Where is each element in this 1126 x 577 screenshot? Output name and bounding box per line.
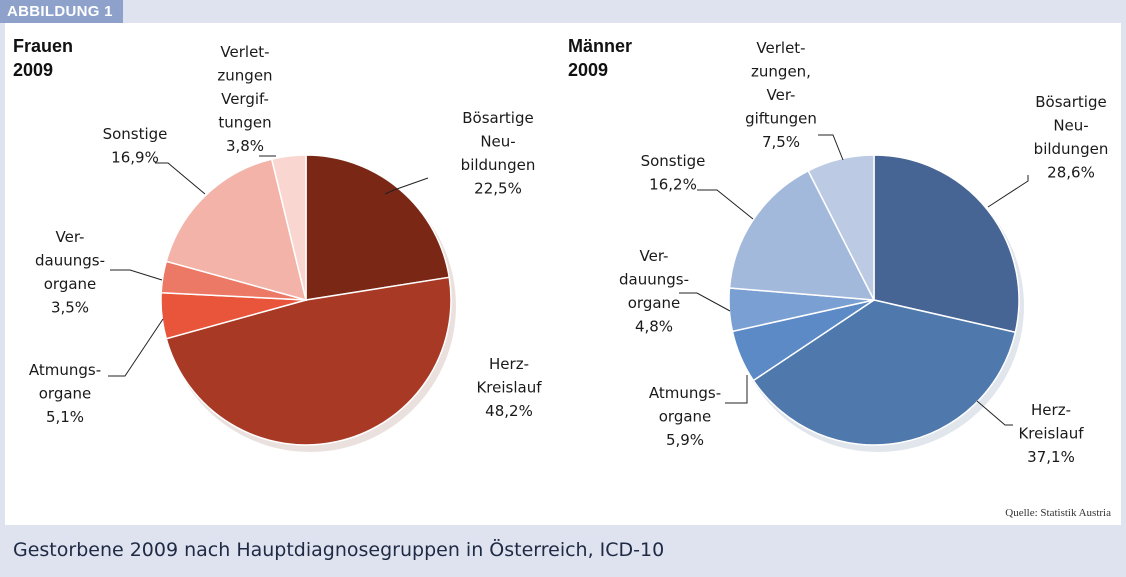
slice-label-line: Bösartige (1035, 93, 1106, 111)
leader-line-herz-kreislauf (976, 400, 1013, 426)
pie-slice-sonstige (165, 158, 308, 302)
leader-line-boesartige-neubildungen (384, 177, 429, 195)
pie-slice-verletzungen (807, 154, 875, 301)
slice-label-herz-kreislauf: Herz- Kreislauf 48,2% (476, 355, 542, 420)
slice-label-line: giftungen (745, 110, 817, 128)
slice-label-line: bildungen (461, 156, 536, 174)
slice-labels-maenner: Bösartige Neu-bildungen 28,6% Herz- Kreislau… (619, 39, 1108, 466)
slice-label-line: Ver- (767, 86, 796, 104)
slice-value-label: 4,8% (635, 318, 673, 336)
leader-line-boesartige-neubildungen (987, 175, 1029, 208)
slice-label-line: organe (39, 385, 92, 403)
leader-line-verdauungsorgane (110, 269, 163, 281)
slice-label-verdauungsorgane: Ver-dauungs-organe 3,5% (35, 228, 105, 317)
slice-label-line: Bösartige (462, 109, 533, 127)
slice-label-verletzungen: Verlet-zungen, Ver-giftungen 7,5% (745, 39, 817, 151)
charts-svg: Frauen 2009 Bösartige Neu-bildungen 22,5% H… (13, 36, 1111, 519)
leader-line-sonstige (155, 162, 206, 195)
pie-slice-herz-kreislauf (752, 299, 1017, 446)
chart-title-frauen-line1: Frauen (13, 36, 73, 56)
figure-caption: Gestorbene 2009 nach Hauptdiagnosegruppe… (13, 539, 665, 561)
pie-slice-boesartige-neubildungen (873, 154, 1020, 334)
slice-label-verletzungen: Verlet-zungen Vergif-tungen 3,8% (217, 43, 272, 155)
slice-value-label: 5,9% (666, 431, 704, 449)
slice-label-line: Herz- (1031, 401, 1071, 419)
pie-chart-maenner: Männer 2009 Bösartige Neu-bildungen 28,6% H… (568, 36, 1108, 466)
pie-slice-sonstige (728, 169, 876, 301)
chart-title-maenner-line2: 2009 (568, 60, 608, 80)
slice-value-label: 28,6% (1047, 164, 1095, 182)
leader-line-atmungsorgane (725, 375, 748, 404)
slice-label-boesartige-neubildungen: Bösartige Neu-bildungen 28,6% (1034, 93, 1109, 182)
slice-label-line: Ver- (56, 228, 85, 246)
slice-label-sonstige: Sonstige 16,9% (103, 125, 168, 167)
slice-label-verdauungsorgane: Ver-dauungs-organe 4,8% (619, 247, 689, 336)
slice-label-line: organe (628, 294, 681, 312)
slice-label-line: Kreislauf (476, 379, 542, 397)
figure-badge: ABBILDUNG 1 (0, 0, 123, 23)
pie-slice-verletzungen (270, 154, 307, 301)
slice-label-line: bildungen (1034, 140, 1109, 158)
slice-label-atmungsorgane: Atmungs-organe 5,1% (29, 361, 101, 426)
slice-label-line: Herz- (489, 355, 529, 373)
slice-value-label: 7,5% (762, 133, 800, 151)
slice-value-label: 48,2% (485, 402, 533, 420)
slice-labels-frauen: Bösartige Neu-bildungen 22,5% Herz- Kreislau… (29, 43, 542, 426)
slice-label-line: Vergif- (221, 90, 269, 108)
slice-label-herz-kreislauf: Herz- Kreislauf 37,1% (1018, 401, 1084, 466)
slice-label-line: Sonstige (103, 125, 168, 143)
slice-label-line: organe (659, 408, 712, 426)
slice-label-line: Atmungs- (29, 361, 101, 379)
pie-slice-boesartige-neubildungen (305, 154, 451, 301)
pie-chart-frauen: Frauen 2009 Bösartige Neu-bildungen 22,5% H… (13, 36, 542, 452)
leader-line-atmungsorgane (108, 318, 164, 377)
slice-label-line: dauungs- (619, 271, 689, 289)
leader-line-verdauungsorgane (679, 292, 731, 312)
slice-value-label: 22,5% (474, 180, 522, 198)
leader-line-verletzungen (818, 134, 844, 161)
slice-label-atmungsorgane: Atmungs-organe 5,9% (649, 384, 721, 449)
slice-label-line: Sonstige (641, 152, 706, 170)
slice-value-label: 5,1% (46, 408, 84, 426)
pie-slices-maenner (728, 154, 1024, 452)
chart-panel: Frauen 2009 Bösartige Neu-bildungen 22,5% H… (5, 23, 1121, 525)
source-note: Quelle: Statistik Austria (1005, 507, 1111, 519)
slice-label-sonstige: Sonstige 16,2% (641, 152, 706, 194)
slice-label-line: Verlet- (756, 39, 805, 57)
slice-label-line: tungen (218, 114, 271, 132)
slice-label-line: Neu- (480, 133, 515, 151)
pie-slices-frauen (160, 154, 456, 452)
slice-label-line: zungen (217, 67, 272, 85)
slice-value-label: 3,5% (51, 299, 89, 317)
slice-label-line: Kreislauf (1018, 425, 1084, 443)
slice-label-boesartige-neubildungen: Bösartige Neu-bildungen 22,5% (461, 109, 536, 198)
slice-label-line: zungen, (751, 63, 811, 81)
slice-value-label: 16,9% (111, 149, 159, 167)
chart-title-maenner-line1: Männer (568, 36, 632, 56)
slice-value-label: 3,8% (226, 137, 264, 155)
chart-title-frauen-line2: 2009 (13, 60, 53, 80)
slice-value-label: 37,1% (1027, 448, 1075, 466)
slice-label-line: Verlet- (220, 43, 269, 61)
slice-label-line: Atmungs- (649, 384, 721, 402)
slice-label-line: dauungs- (35, 252, 105, 270)
leader-line-sonstige (697, 189, 754, 220)
slice-label-line: Neu- (1053, 117, 1088, 135)
slice-value-label: 16,2% (649, 176, 697, 194)
slice-label-line: organe (44, 275, 97, 293)
slice-label-line: Ver- (640, 247, 669, 265)
